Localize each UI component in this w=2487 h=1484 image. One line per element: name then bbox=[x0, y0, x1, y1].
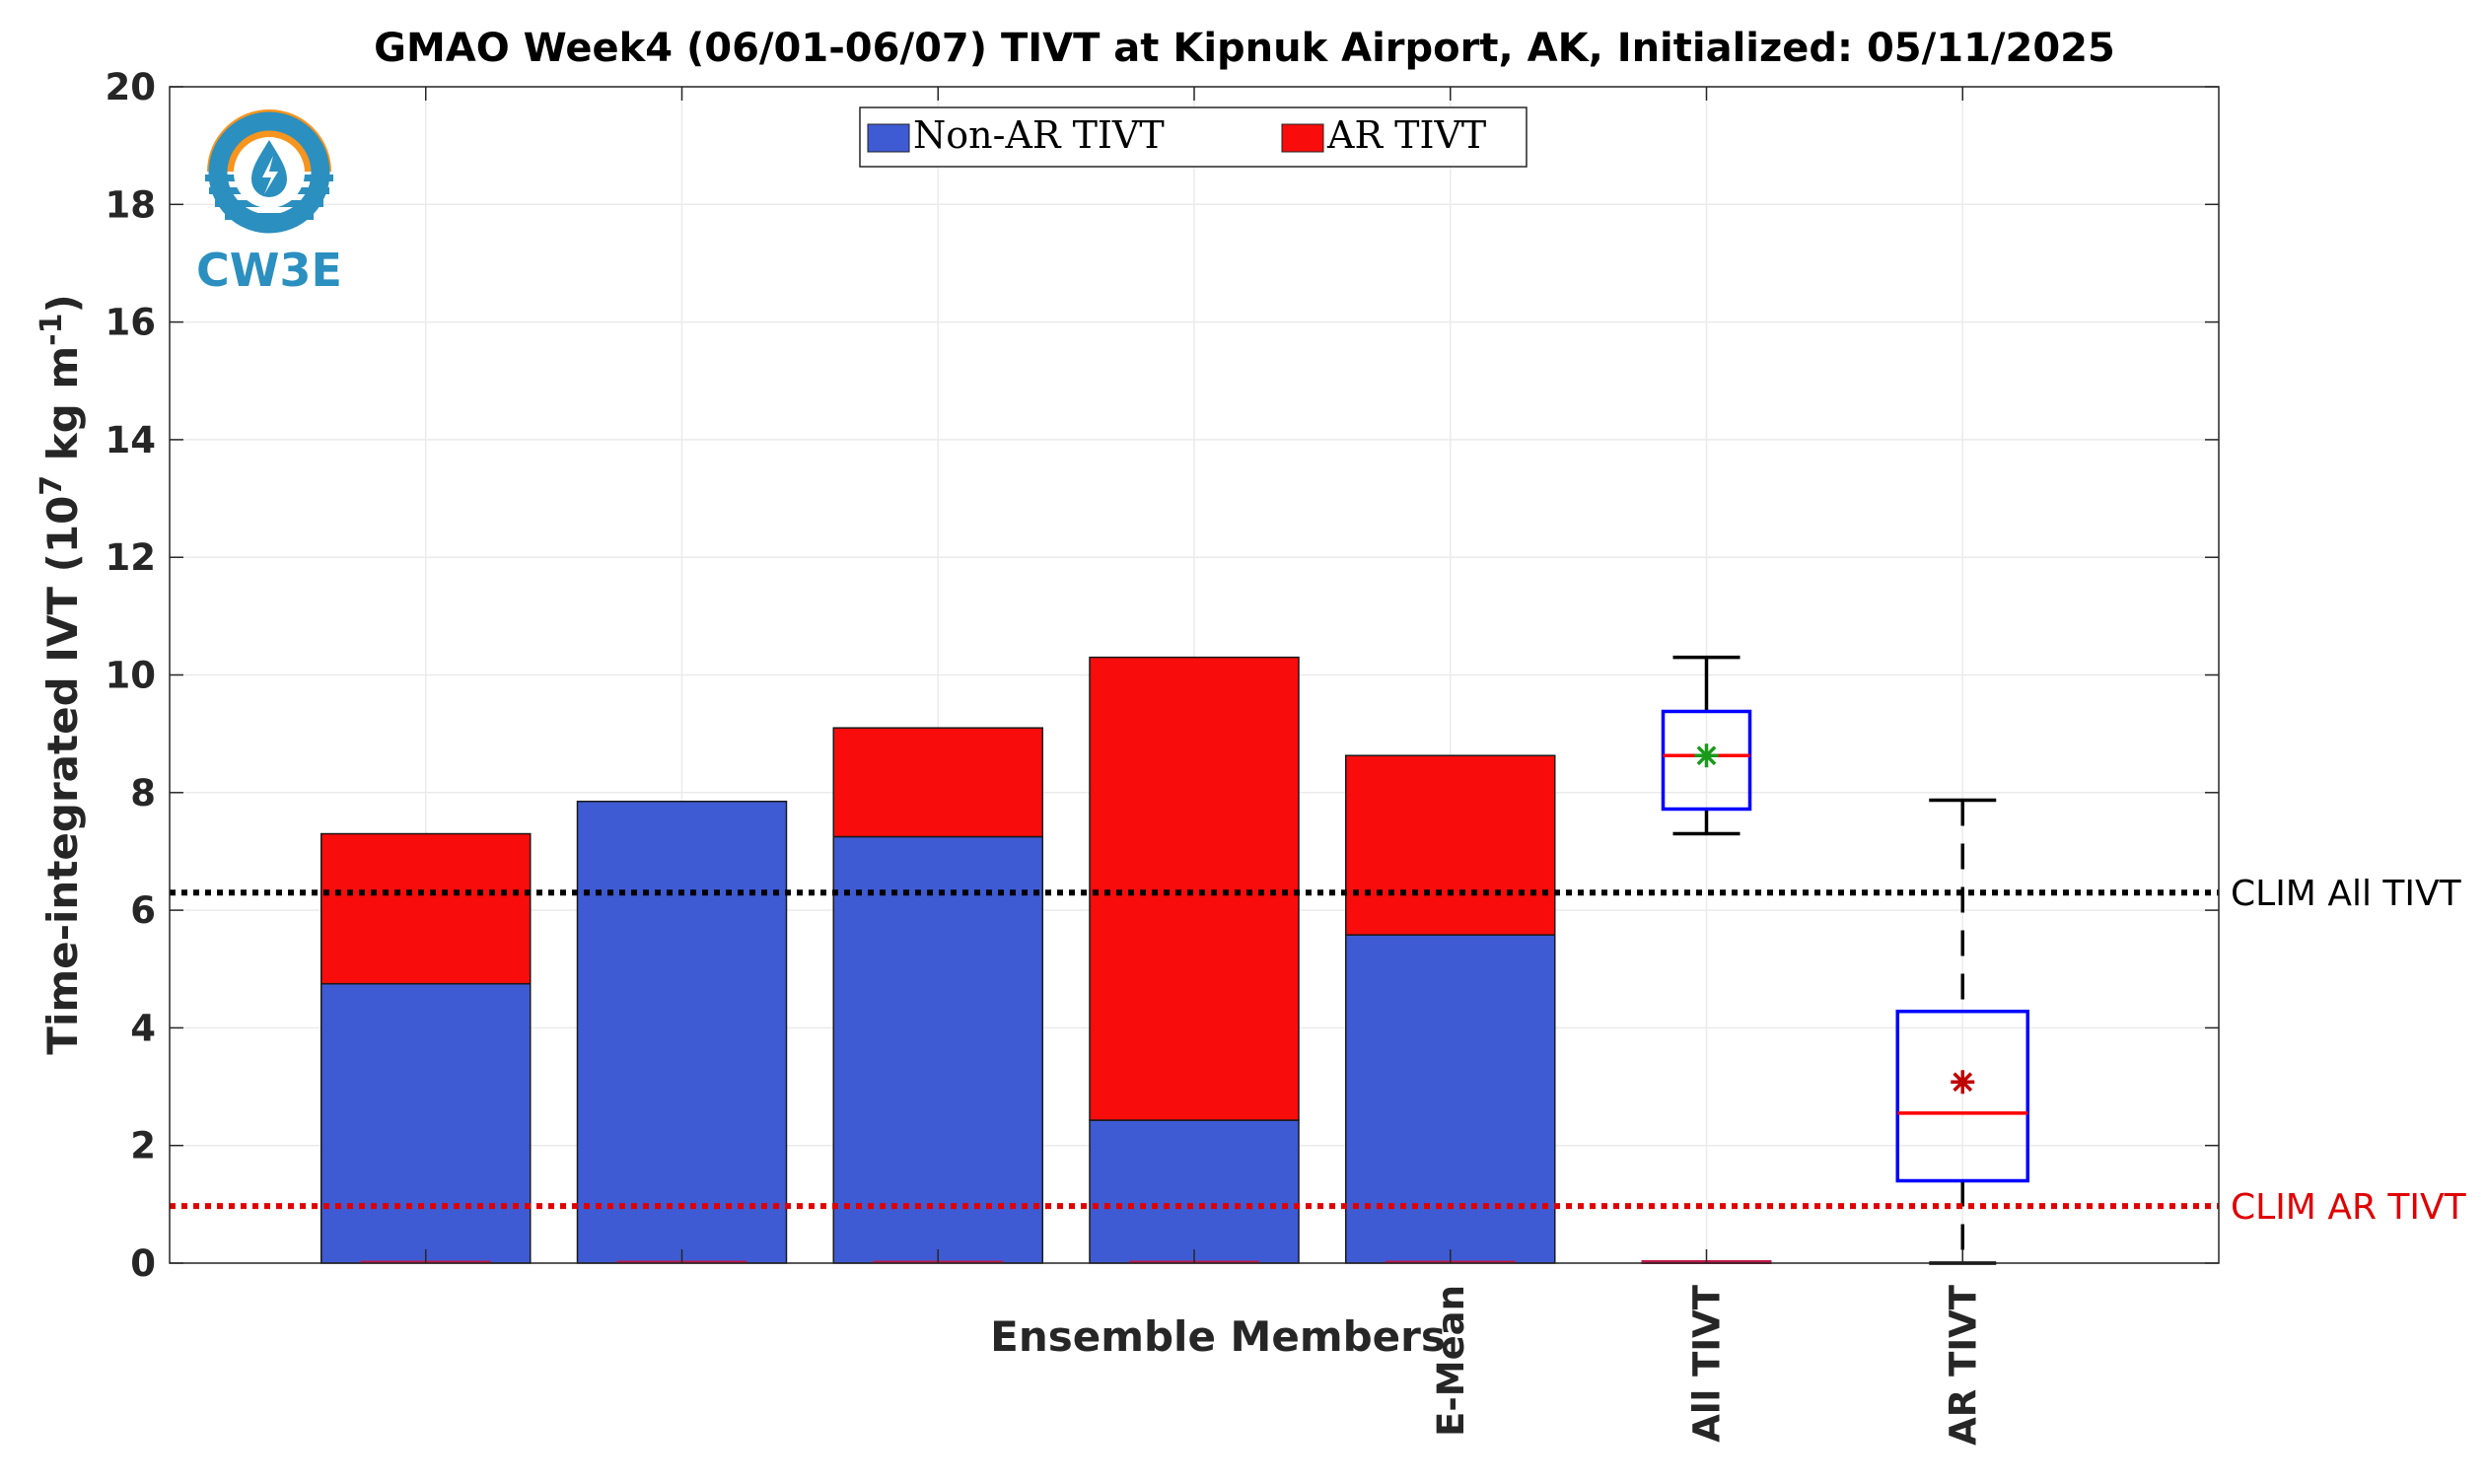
mean-marker-icon bbox=[1694, 743, 1719, 768]
y-tick-label: 10 bbox=[106, 655, 157, 697]
x-tick-label: E-Mean bbox=[1430, 1285, 1472, 1437]
logo-wave-stripe bbox=[225, 213, 314, 220]
x-tick-label: AR TIVT bbox=[1942, 1284, 1984, 1446]
bar-non-ar-tivt bbox=[1089, 1119, 1300, 1264]
reference-lines: CLIM All TIVT CLIM AR TIVT bbox=[170, 874, 2467, 1228]
y-tick-label: 20 bbox=[106, 66, 157, 108]
cw3e-logo: CW3E bbox=[196, 109, 342, 297]
x-axis-label: Ensemble Members bbox=[990, 1312, 1446, 1361]
bar-ar-tivt bbox=[1345, 754, 1556, 936]
iqr-box bbox=[1661, 709, 1752, 812]
boxplot-group bbox=[1661, 655, 2029, 1265]
y-tick-label: 6 bbox=[130, 889, 156, 932]
y-tick-label: 2 bbox=[130, 1125, 156, 1167]
bar-ar-tivt bbox=[832, 727, 1043, 838]
y-tick-label: 0 bbox=[130, 1242, 156, 1285]
bar-ar-tivt bbox=[1089, 656, 1300, 1121]
chart-title: GMAO Week4 (06/01-06/07) TIVT at Kipnuk … bbox=[374, 26, 2115, 71]
legend-swatch-ar bbox=[1281, 123, 1324, 153]
bar-non-ar-tivt bbox=[320, 982, 532, 1264]
logo-ring-icon bbox=[208, 111, 330, 234]
x-axis: E-Mean All TIVT AR TIVT bbox=[425, 87, 1984, 1446]
x-tick-label: All TIVT bbox=[1686, 1284, 1729, 1443]
reference-line-label: CLIM All TIVT bbox=[2231, 874, 2462, 914]
lightning-bolt-icon bbox=[262, 156, 278, 194]
y-tick-label: 18 bbox=[106, 183, 157, 226]
y-tick-label: 12 bbox=[106, 536, 157, 579]
y-tick-label: 4 bbox=[130, 1007, 156, 1049]
y-axis: 0 2 4 6 8 10 12 14 16 18 20 bbox=[106, 66, 2219, 1285]
y-tick-label: 14 bbox=[106, 419, 157, 461]
legend: Non-AR TIVT AR TIVT bbox=[859, 106, 1528, 168]
legend-swatch-non-ar bbox=[867, 123, 910, 153]
bar-non-ar-tivt bbox=[1345, 934, 1556, 1264]
legend-box bbox=[859, 106, 1528, 168]
bar-non-ar-tivt bbox=[576, 800, 788, 1264]
reference-line-label: CLIM AR TIVT bbox=[2231, 1187, 2467, 1228]
y-tick-label: 8 bbox=[130, 772, 156, 814]
mean-marker-stroke bbox=[1696, 745, 1717, 766]
legend-label-ar: AR TIVT bbox=[1326, 113, 1486, 157]
mean-marker-stroke bbox=[1953, 1072, 1973, 1093]
y-axis-label: Time-integrated IVT (107 kg m-1) bbox=[35, 294, 87, 1054]
legend-label-non-ar: Non-AR TIVT bbox=[913, 113, 1165, 157]
bar-non-ar-tivt bbox=[832, 835, 1043, 1264]
bar-group bbox=[320, 656, 1772, 1264]
y-tick-label: 16 bbox=[106, 302, 157, 344]
bar-ar-tivt bbox=[320, 832, 532, 985]
mean-marker-icon bbox=[1951, 1070, 1975, 1095]
logo-text: CW3E bbox=[196, 244, 342, 297]
iqr-box bbox=[1895, 1009, 2029, 1183]
